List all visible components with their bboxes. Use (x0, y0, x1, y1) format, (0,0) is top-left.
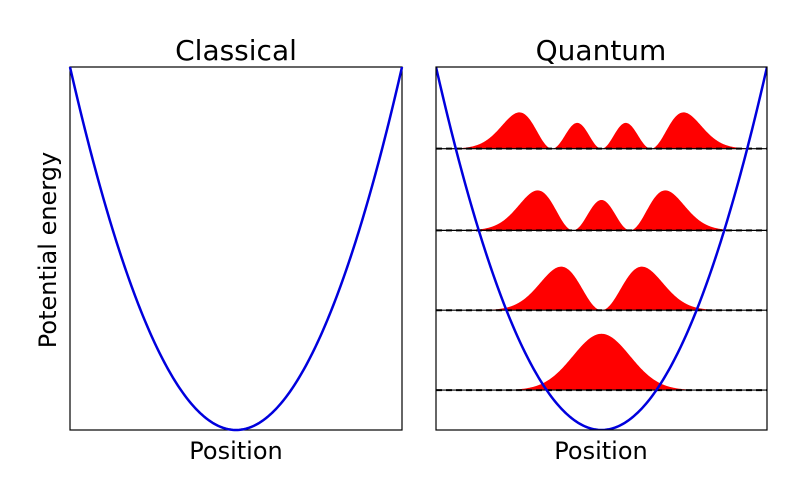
quantum-panel: Quantum Position (435, 34, 768, 465)
density-level-0 (436, 333, 767, 391)
density-level-1 (436, 266, 767, 311)
classical-plot-area (68, 66, 404, 432)
classical-x-axis-label: Position (189, 437, 282, 465)
quantum-axes-frame (435, 66, 768, 431)
classical-title: Classical (175, 34, 297, 67)
classical-potential-curve (68, 66, 404, 432)
classical-panel: Classical Position Potential energy (34, 34, 404, 465)
quantum-plot-area (436, 67, 767, 430)
y-axis-label: Potential energy (34, 152, 62, 348)
density-level-3 (436, 112, 767, 149)
quantum-potential-curve (436, 67, 767, 430)
quantum-x-axis-label: Position (554, 437, 647, 465)
density-level-2 (436, 190, 767, 231)
quantum-title: Quantum (536, 34, 667, 67)
